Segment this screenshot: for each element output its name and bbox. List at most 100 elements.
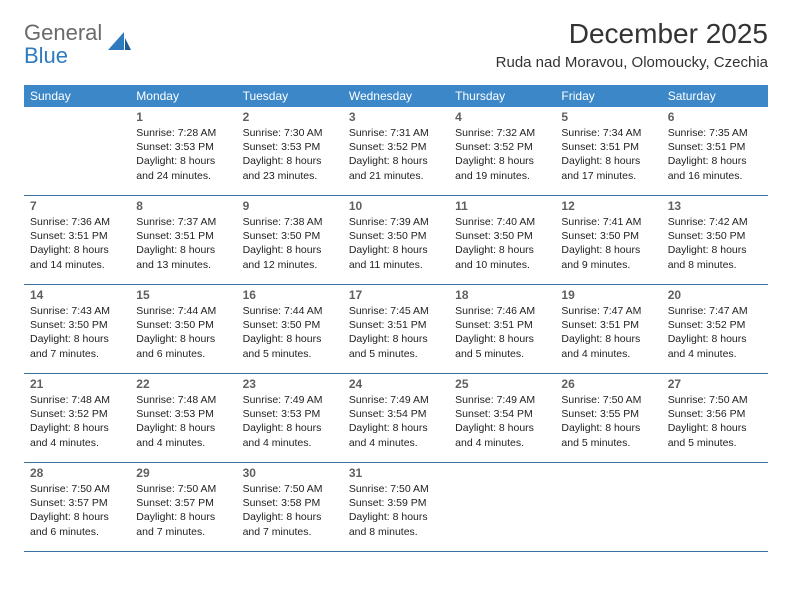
sunrise-line: Sunrise: 7:31 AM (349, 126, 443, 140)
day-number: 12 (561, 199, 655, 213)
sunset-line: Sunset: 3:57 PM (30, 496, 124, 510)
day-cell: 5Sunrise: 7:34 AMSunset: 3:51 PMDaylight… (555, 107, 661, 195)
daylight-line: Daylight: 8 hours and 14 minutes. (30, 243, 124, 271)
sunrise-line: Sunrise: 7:43 AM (30, 304, 124, 318)
sunset-line: Sunset: 3:53 PM (243, 140, 337, 154)
daylight-line: Daylight: 8 hours and 24 minutes. (136, 154, 230, 182)
day-number: 30 (243, 466, 337, 480)
daylight-line: Daylight: 8 hours and 6 minutes. (136, 332, 230, 360)
weekday-header: Monday (130, 85, 236, 107)
day-cell: 27Sunrise: 7:50 AMSunset: 3:56 PMDayligh… (662, 374, 768, 462)
sunset-line: Sunset: 3:58 PM (243, 496, 337, 510)
week-row: 1Sunrise: 7:28 AMSunset: 3:53 PMDaylight… (24, 107, 768, 196)
daylight-line: Daylight: 8 hours and 4 minutes. (455, 421, 549, 449)
daylight-line: Daylight: 8 hours and 4 minutes. (668, 332, 762, 360)
daylight-line: Daylight: 8 hours and 13 minutes. (136, 243, 230, 271)
daylight-line: Daylight: 8 hours and 9 minutes. (561, 243, 655, 271)
daylight-line: Daylight: 8 hours and 6 minutes. (30, 510, 124, 538)
daylight-line: Daylight: 8 hours and 7 minutes. (136, 510, 230, 538)
sunset-line: Sunset: 3:50 PM (136, 318, 230, 332)
week-row: 21Sunrise: 7:48 AMSunset: 3:52 PMDayligh… (24, 374, 768, 463)
day-cell (662, 463, 768, 551)
daylight-line: Daylight: 8 hours and 4 minutes. (561, 332, 655, 360)
day-cell: 2Sunrise: 7:30 AMSunset: 3:53 PMDaylight… (237, 107, 343, 195)
calendar: SundayMondayTuesdayWednesdayThursdayFrid… (24, 85, 768, 552)
sunrise-line: Sunrise: 7:48 AM (30, 393, 124, 407)
day-number: 17 (349, 288, 443, 302)
sunset-line: Sunset: 3:51 PM (455, 318, 549, 332)
sunrise-line: Sunrise: 7:50 AM (561, 393, 655, 407)
logo: General Blue (24, 18, 132, 68)
day-number: 2 (243, 110, 337, 124)
sunset-line: Sunset: 3:51 PM (30, 229, 124, 243)
daylight-line: Daylight: 8 hours and 10 minutes. (455, 243, 549, 271)
month-title: December 2025 (496, 18, 768, 50)
week-row: 28Sunrise: 7:50 AMSunset: 3:57 PMDayligh… (24, 463, 768, 552)
daylight-line: Daylight: 8 hours and 17 minutes. (561, 154, 655, 182)
sunrise-line: Sunrise: 7:45 AM (349, 304, 443, 318)
sunset-line: Sunset: 3:51 PM (561, 318, 655, 332)
sunset-line: Sunset: 3:53 PM (136, 140, 230, 154)
day-cell: 16Sunrise: 7:44 AMSunset: 3:50 PMDayligh… (237, 285, 343, 373)
day-number: 27 (668, 377, 762, 391)
header: General Blue December 2025 Ruda nad Mora… (24, 18, 768, 71)
sunset-line: Sunset: 3:51 PM (136, 229, 230, 243)
day-number: 5 (561, 110, 655, 124)
sunset-line: Sunset: 3:54 PM (349, 407, 443, 421)
daylight-line: Daylight: 8 hours and 4 minutes. (30, 421, 124, 449)
day-number: 11 (455, 199, 549, 213)
day-cell: 10Sunrise: 7:39 AMSunset: 3:50 PMDayligh… (343, 196, 449, 284)
sunset-line: Sunset: 3:50 PM (243, 229, 337, 243)
sunrise-line: Sunrise: 7:28 AM (136, 126, 230, 140)
daylight-line: Daylight: 8 hours and 5 minutes. (668, 421, 762, 449)
day-cell: 15Sunrise: 7:44 AMSunset: 3:50 PMDayligh… (130, 285, 236, 373)
day-cell: 22Sunrise: 7:48 AMSunset: 3:53 PMDayligh… (130, 374, 236, 462)
day-cell (449, 463, 555, 551)
day-number: 19 (561, 288, 655, 302)
sunset-line: Sunset: 3:50 PM (349, 229, 443, 243)
daylight-line: Daylight: 8 hours and 8 minutes. (668, 243, 762, 271)
sunrise-line: Sunrise: 7:50 AM (349, 482, 443, 496)
logo-text-blue: Blue (24, 43, 68, 68)
sunset-line: Sunset: 3:56 PM (668, 407, 762, 421)
daylight-line: Daylight: 8 hours and 7 minutes. (243, 510, 337, 538)
daylight-line: Daylight: 8 hours and 5 minutes. (243, 332, 337, 360)
week-row: 7Sunrise: 7:36 AMSunset: 3:51 PMDaylight… (24, 196, 768, 285)
sunset-line: Sunset: 3:52 PM (668, 318, 762, 332)
day-number: 3 (349, 110, 443, 124)
sunrise-line: Sunrise: 7:44 AM (136, 304, 230, 318)
sunset-line: Sunset: 3:50 PM (561, 229, 655, 243)
day-number: 26 (561, 377, 655, 391)
day-number: 7 (30, 199, 124, 213)
daylight-line: Daylight: 8 hours and 7 minutes. (30, 332, 124, 360)
day-cell: 14Sunrise: 7:43 AMSunset: 3:50 PMDayligh… (24, 285, 130, 373)
sunrise-line: Sunrise: 7:49 AM (455, 393, 549, 407)
daylight-line: Daylight: 8 hours and 8 minutes. (349, 510, 443, 538)
sunset-line: Sunset: 3:51 PM (561, 140, 655, 154)
day-cell: 13Sunrise: 7:42 AMSunset: 3:50 PMDayligh… (662, 196, 768, 284)
sunset-line: Sunset: 3:53 PM (243, 407, 337, 421)
day-cell: 21Sunrise: 7:48 AMSunset: 3:52 PMDayligh… (24, 374, 130, 462)
day-number: 6 (668, 110, 762, 124)
title-block: December 2025 Ruda nad Moravou, Olomouck… (496, 18, 768, 71)
day-cell: 23Sunrise: 7:49 AMSunset: 3:53 PMDayligh… (237, 374, 343, 462)
day-cell: 24Sunrise: 7:49 AMSunset: 3:54 PMDayligh… (343, 374, 449, 462)
sunset-line: Sunset: 3:59 PM (349, 496, 443, 510)
day-cell: 7Sunrise: 7:36 AMSunset: 3:51 PMDaylight… (24, 196, 130, 284)
sunset-line: Sunset: 3:50 PM (243, 318, 337, 332)
sunset-line: Sunset: 3:52 PM (455, 140, 549, 154)
day-cell: 17Sunrise: 7:45 AMSunset: 3:51 PMDayligh… (343, 285, 449, 373)
day-cell: 6Sunrise: 7:35 AMSunset: 3:51 PMDaylight… (662, 107, 768, 195)
day-number: 21 (30, 377, 124, 391)
sunrise-line: Sunrise: 7:46 AM (455, 304, 549, 318)
daylight-line: Daylight: 8 hours and 21 minutes. (349, 154, 443, 182)
sunset-line: Sunset: 3:52 PM (349, 140, 443, 154)
sunrise-line: Sunrise: 7:37 AM (136, 215, 230, 229)
logo-text-block: General Blue (24, 22, 102, 68)
day-cell (24, 107, 130, 195)
day-number: 14 (30, 288, 124, 302)
daylight-line: Daylight: 8 hours and 5 minutes. (455, 332, 549, 360)
weekday-header: Sunday (24, 85, 130, 107)
weekday-header: Friday (555, 85, 661, 107)
day-number: 10 (349, 199, 443, 213)
